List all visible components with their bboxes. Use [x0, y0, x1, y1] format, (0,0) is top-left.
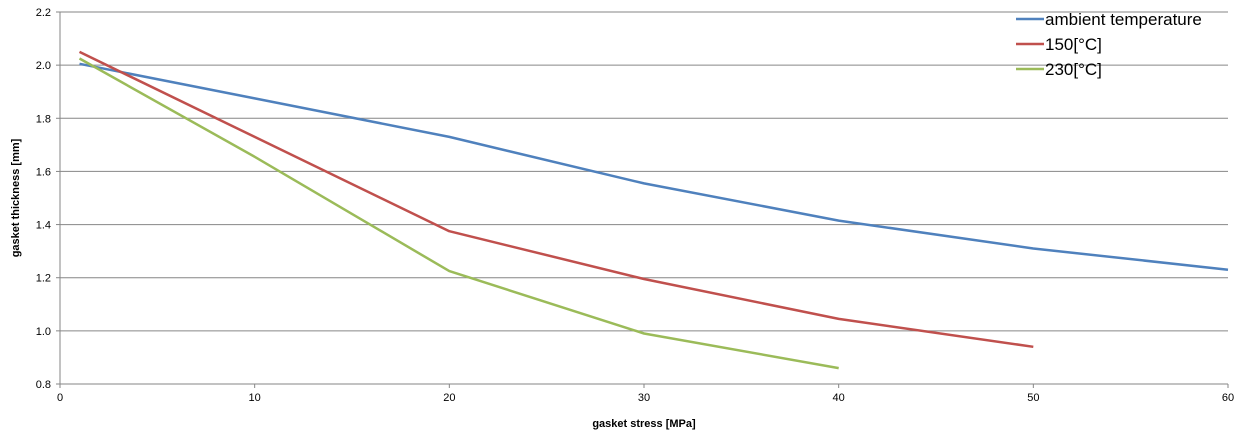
- y-tick-label: 2.0: [36, 60, 51, 72]
- gridlines: [60, 11, 1228, 332]
- series-line-3: [78, 57, 839, 370]
- y-tick-label: 2.2: [36, 7, 51, 19]
- series-lines: [78, 50, 1229, 370]
- x-axis-title: gasket stress [MPa]: [592, 418, 696, 430]
- x-tick-label: 0: [57, 392, 63, 404]
- x-tick-label: 40: [833, 392, 845, 404]
- x-tick-label: 50: [1027, 392, 1039, 404]
- x-tick-labels: 0 10 20 30 40 50 60: [57, 384, 1234, 404]
- x-tick-label: 10: [249, 392, 261, 404]
- x-tick-label: 60: [1222, 392, 1234, 404]
- legend-label-3: 230[°C]: [1045, 60, 1102, 79]
- y-tick-labels: 0.8 1.0 1.2 1.4 1.6 1.8 2.0 2.2: [36, 7, 60, 391]
- y-tick-label: 1.4: [36, 220, 51, 232]
- x-tick-label: 20: [443, 392, 455, 404]
- x-tick-label: 30: [638, 392, 650, 404]
- series-line-2: [78, 50, 1034, 349]
- legend-label-2: 150[°C]: [1045, 35, 1102, 54]
- legend: ambient temperature 150[°C] 230[°C]: [1016, 10, 1202, 79]
- y-axis-title: gasket thickness [mm]: [10, 138, 22, 257]
- y-tick-label: 1.0: [36, 326, 51, 338]
- y-tick-label: 1.6: [36, 166, 51, 178]
- series-line-1: [79, 62, 1229, 271]
- y-tick-label: 1.2: [36, 273, 51, 285]
- legend-label-1: ambient temperature: [1045, 10, 1202, 29]
- y-tick-label: 0.8: [36, 379, 51, 391]
- y-tick-label: 1.8: [36, 113, 51, 125]
